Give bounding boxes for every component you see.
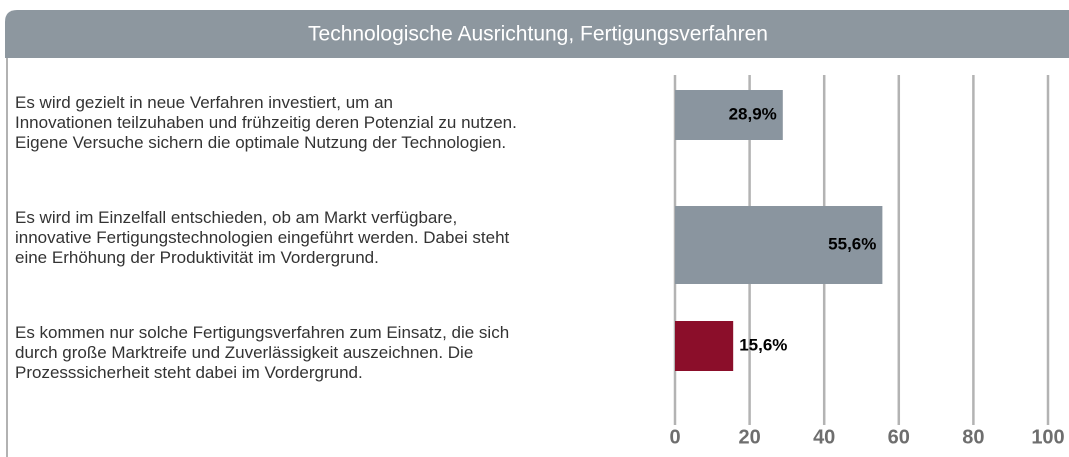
value-label: 15,6% <box>739 335 787 354</box>
bar <box>675 321 734 371</box>
bar <box>675 206 883 284</box>
category-label: Es kommen nur solche Fertigungsverfahren… <box>15 323 510 382</box>
x-tick-label: 40 <box>813 426 835 448</box>
x-tick-label: 80 <box>962 426 984 448</box>
bar <box>675 90 783 140</box>
x-tick-label: 20 <box>738 426 760 448</box>
value-label: 28,9% <box>729 104 777 123</box>
x-tick-label: 60 <box>888 426 910 448</box>
category-label: Es wird gezielt in neue Verfahren invest… <box>15 93 517 152</box>
x-tick-label: 100 <box>1031 426 1064 448</box>
header-bar <box>5 10 1069 58</box>
category-label: Es wird im Einzelfall entschieden, ob am… <box>15 208 510 267</box>
chart-title: Technologische Ausrichtung, Fertigungsve… <box>308 23 768 46</box>
value-label: 55,6% <box>828 234 876 253</box>
x-tick-label: 0 <box>669 426 680 448</box>
